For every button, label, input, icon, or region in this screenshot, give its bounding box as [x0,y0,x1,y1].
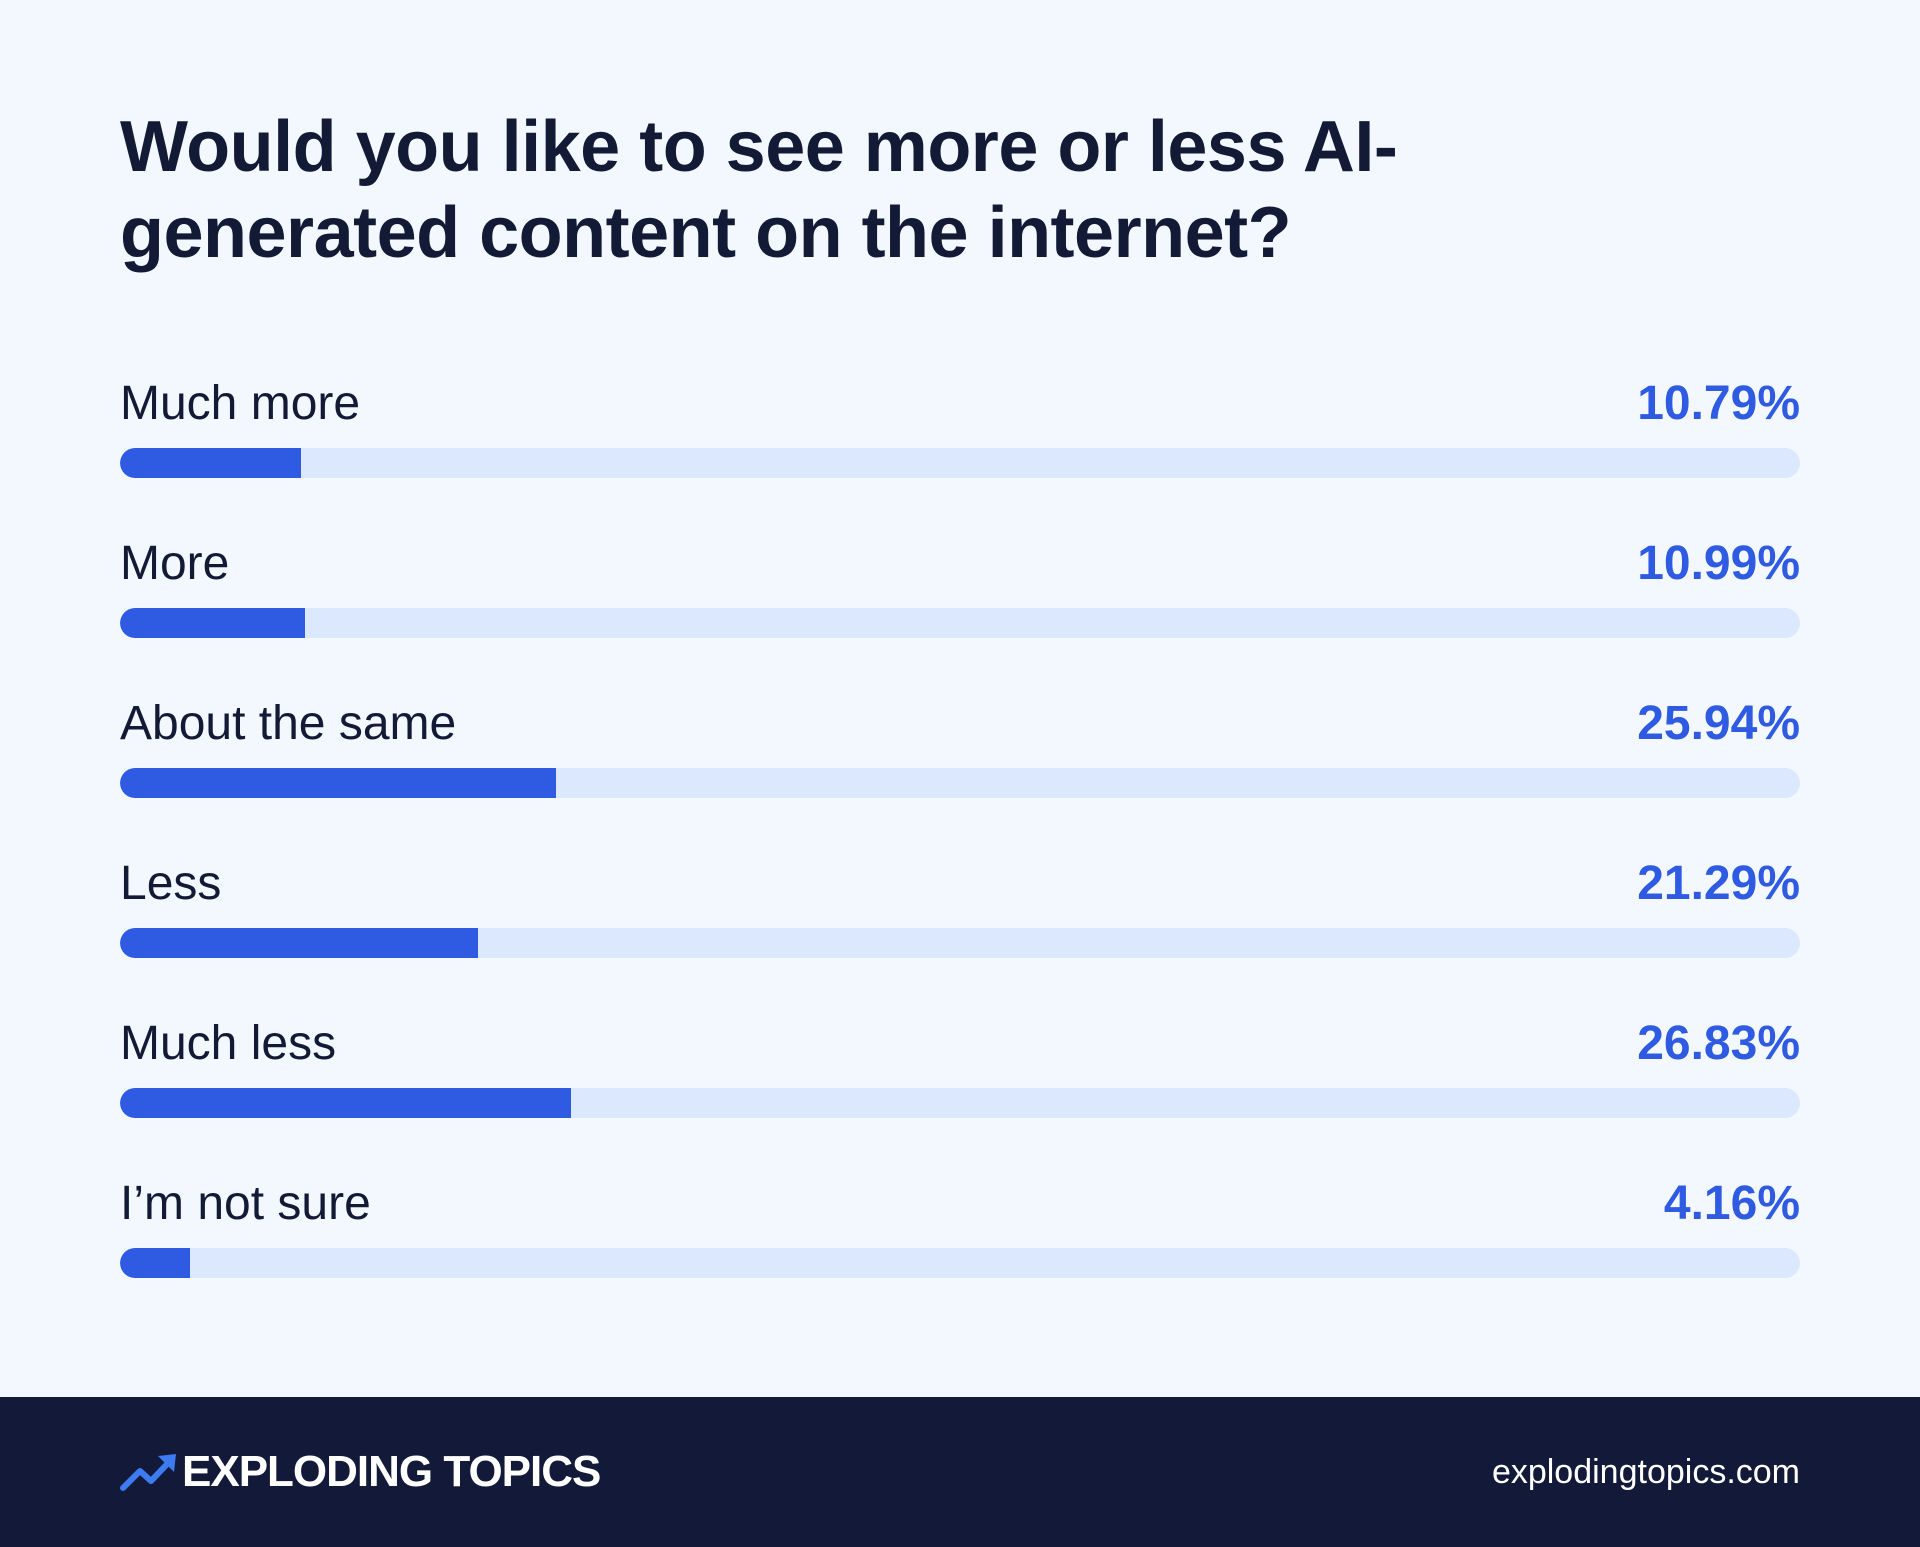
chart-title: Would you like to see more or less AI-ge… [120,107,1398,273]
bar-row: Much more 10.79% [120,370,1800,480]
bar-track [120,928,1800,958]
value-label: 4.16% [1663,1177,1800,1230]
category-label: Much more [120,377,361,430]
category-label: Less [120,857,222,910]
value-label: 25.94% [1637,697,1800,750]
bar-row: More 10.99% [120,530,1800,640]
category-label: About the same [120,697,457,750]
bar-track [120,768,1800,798]
value-label: 10.99% [1637,537,1800,590]
value-label: 26.83% [1637,1017,1800,1070]
site-url[interactable]: explodingtopics.com [1491,1453,1800,1491]
bar [120,608,305,638]
brand-logo[interactable]: EXPLODING TOPICS [120,1447,601,1497]
category-label: Much less [120,1017,337,1070]
category-label: More [120,537,230,590]
bar [120,928,478,958]
category-label: I’m not sure [120,1177,371,1230]
bar [120,448,302,478]
bar [120,1248,190,1278]
value-label: 21.29% [1637,857,1800,910]
bar-row: I’m not sure 4.16% [120,1170,1800,1280]
bar-row: Much less 26.83% [120,1010,1800,1120]
bar-track [120,448,1800,478]
bar-track [120,1248,1800,1278]
brand-name: EXPLODING TOPICS [182,1447,601,1496]
bar [120,1088,571,1118]
value-label: 10.79% [1637,377,1800,430]
bar-track [120,608,1800,638]
bar-row: Less 21.29% [120,850,1800,960]
bar-track [120,1088,1800,1118]
trend-arrow-icon [120,1454,176,1491]
bar [120,768,556,798]
footer: EXPLODING TOPICS explodingtopics.com [0,1397,1920,1547]
bar-row: About the same 25.94% [120,690,1800,800]
